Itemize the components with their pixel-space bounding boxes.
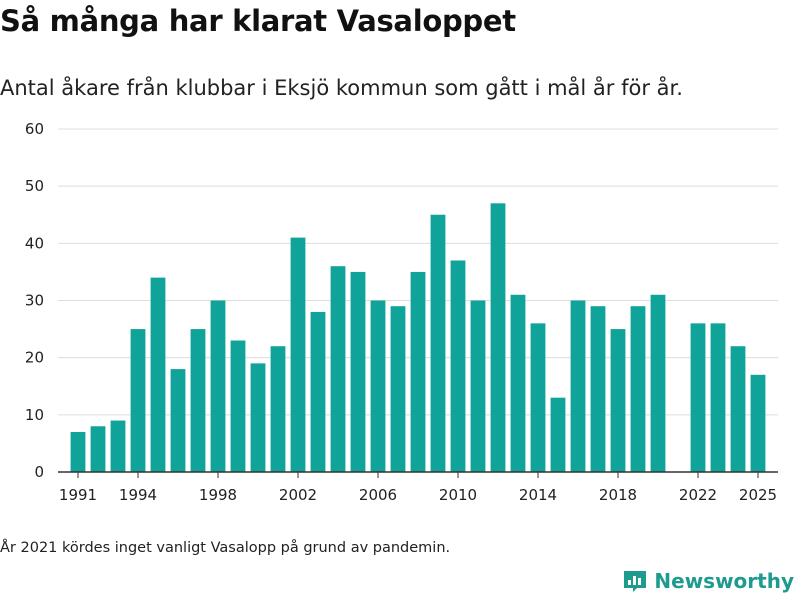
bar-2012[interactable]	[490, 203, 506, 473]
x-tick-label: 2022	[679, 486, 717, 504]
y-tick-label: 30	[25, 292, 44, 310]
bar-1998[interactable]	[210, 300, 226, 473]
y-tick-label: 50	[25, 177, 44, 195]
bar-2008[interactable]	[410, 271, 426, 472]
bar-1992[interactable]	[90, 426, 106, 472]
x-tick-label: 2002	[279, 486, 317, 504]
bar-2009[interactable]	[430, 214, 446, 472]
bar-2023[interactable]	[710, 323, 726, 472]
bar-1991[interactable]	[70, 431, 86, 472]
bar-chart-logo-icon	[624, 571, 647, 592]
bar-2004[interactable]	[330, 266, 346, 472]
y-tick-label: 40	[25, 234, 44, 252]
bar-1996[interactable]	[170, 369, 186, 472]
brand-name: Newsworthy	[654, 569, 794, 593]
x-tick-label: 1998	[199, 486, 237, 504]
x-tick-label: 2025	[739, 486, 777, 504]
x-tick-label: 1994	[119, 486, 157, 504]
bar-2024[interactable]	[730, 346, 746, 472]
bar-2011[interactable]	[470, 300, 486, 473]
bar-1997[interactable]	[190, 329, 206, 472]
y-tick-label: 20	[25, 349, 44, 367]
x-axis-ticks: 1991 1994 1998 2002 2006 2010 2014 2018 2022 2025	[59, 472, 777, 504]
bar-1995[interactable]	[150, 277, 166, 472]
bar-2016[interactable]	[570, 300, 586, 473]
x-tick-label: 2006	[359, 486, 397, 504]
x-tick-label: 2014	[519, 486, 557, 504]
x-tick-label: 2018	[599, 486, 637, 504]
x-tick-label: 2010	[439, 486, 477, 504]
bar-2018[interactable]	[610, 329, 626, 472]
y-axis-ticks: 0 10 20 30 40 50 60	[25, 120, 44, 481]
y-tick-label: 0	[34, 463, 44, 481]
x-tick-label: 1991	[59, 486, 97, 504]
bar-1993[interactable]	[110, 420, 126, 472]
bar-2025[interactable]	[750, 374, 766, 472]
y-tick-label: 60	[25, 120, 44, 138]
bar-2003[interactable]	[310, 311, 326, 472]
bar-2005[interactable]	[350, 271, 366, 472]
bar-2010[interactable]	[450, 260, 466, 472]
bar-1999[interactable]	[230, 340, 246, 472]
bar-2022[interactable]	[690, 323, 706, 472]
footnote: År 2021 kördes inget vanligt Vasalopp på…	[0, 540, 451, 556]
bar-2007[interactable]	[390, 306, 406, 472]
bar-2001[interactable]	[270, 346, 286, 472]
chart-title: Så många har klarat Vasaloppet	[0, 4, 516, 38]
bar-2019[interactable]	[630, 306, 646, 472]
bar-2014[interactable]	[530, 323, 546, 472]
bar-2015[interactable]	[550, 397, 566, 472]
bar-2017[interactable]	[590, 306, 606, 472]
bar-1994[interactable]	[130, 329, 146, 472]
bar-2000[interactable]	[250, 363, 266, 472]
bars	[70, 203, 766, 473]
y-tick-label: 10	[25, 406, 44, 424]
bar-2002[interactable]	[290, 237, 306, 472]
chart-subtitle: Antal åkare från klubbar i Eksjö kommun …	[0, 76, 683, 100]
bar-2013[interactable]	[510, 294, 526, 472]
bar-2020[interactable]	[650, 294, 666, 472]
brand-logo[interactable]: Newsworthy	[622, 568, 794, 594]
bar-2006[interactable]	[370, 300, 386, 473]
